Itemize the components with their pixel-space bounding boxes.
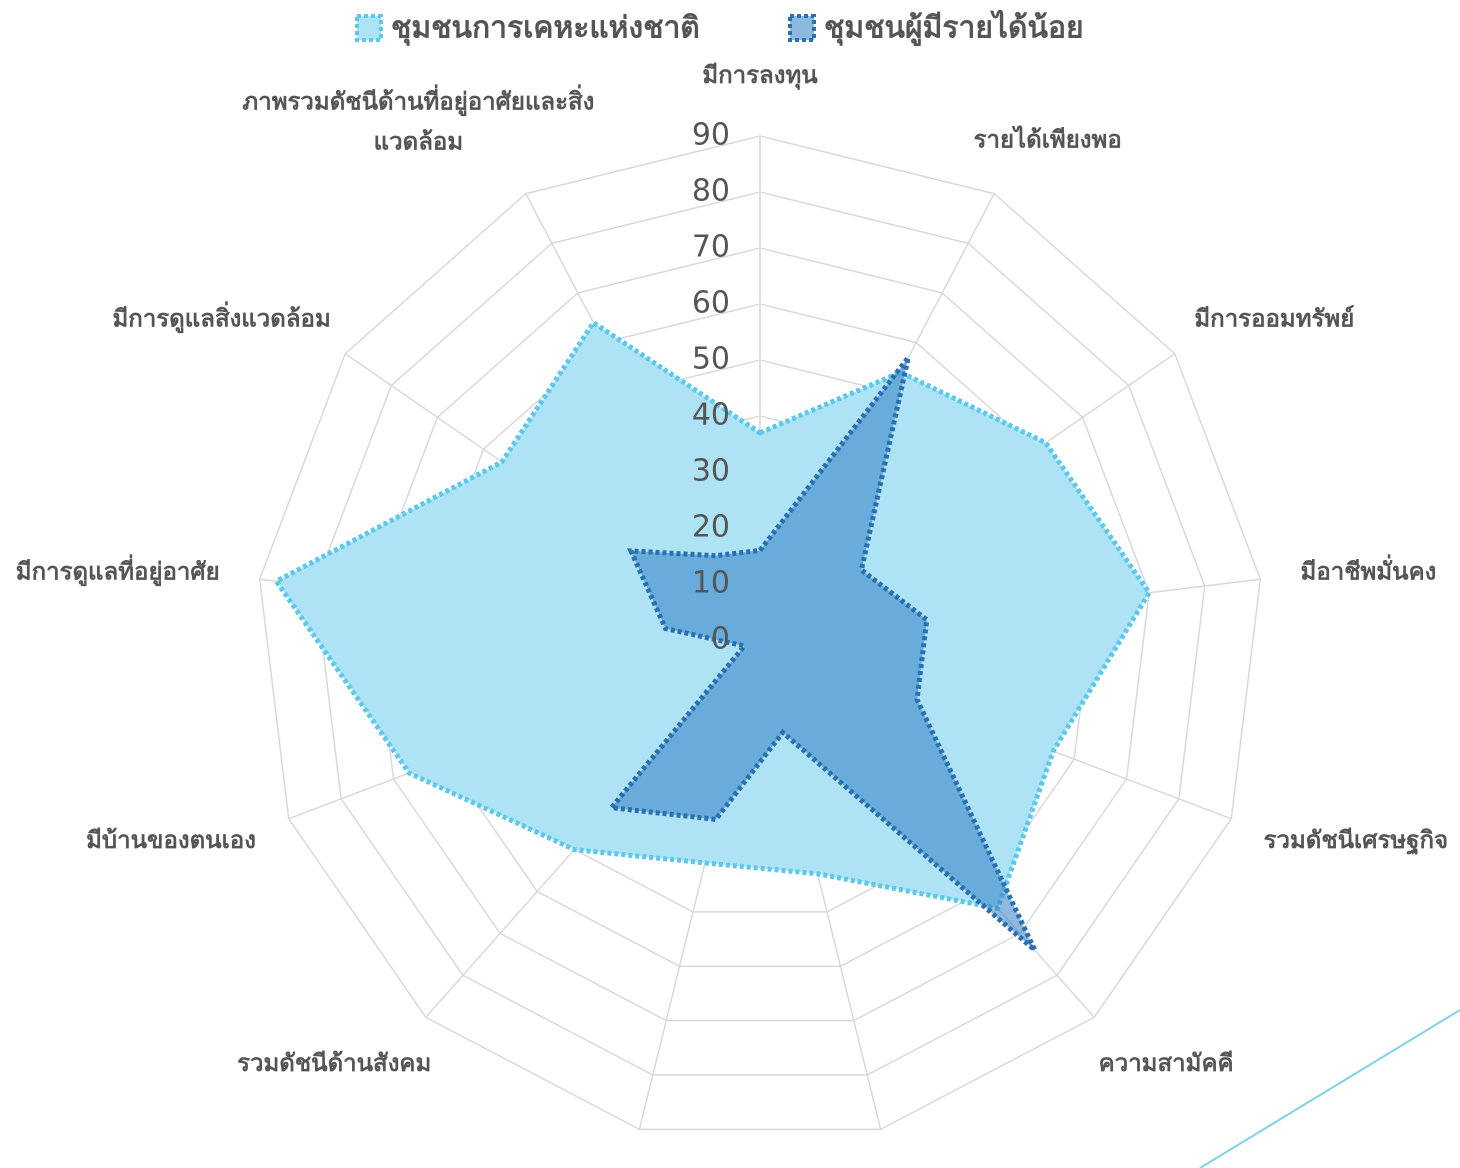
category-label: มีอาชีพมั่นคง [1300, 557, 1437, 586]
legend-item: ชุมชนการเคหะแห่งชาติ [355, 11, 700, 47]
category-label: รวมดัชนีเศรษฐกิจ [1263, 826, 1449, 855]
category-label: รวมดัชนีด้านสังคม [237, 1048, 432, 1077]
category-label: มีบ้านของตนเอง [86, 826, 256, 855]
r-tick-label: 50 [692, 342, 730, 377]
legend-swatch [355, 14, 383, 42]
category-label: ภาพรวมดัชนีด้านที่อยู่อาศัยและสิ่งแวดล้อ… [242, 88, 595, 157]
series-area [606, 355, 1038, 953]
legend-label: ชุมชนการเคหะแห่งชาติ [391, 11, 700, 47]
r-tick-label: 70 [692, 230, 730, 265]
legend-swatch [788, 14, 816, 42]
category-label: มีการดูแลที่อยู่อาศัย [15, 557, 220, 586]
decoration [1199, 1009, 1460, 1168]
category-label: ความสามัคคี [1098, 1048, 1234, 1077]
category-label: มีการดูแลสิ่งแวดล้อม [112, 305, 331, 334]
r-tick-label: 20 [692, 510, 730, 545]
r-tick-label: 90 [692, 118, 730, 153]
r-tick-label: 0 [711, 622, 730, 657]
category-label: มีการออมทรัพย์ [1194, 305, 1355, 334]
r-tick-label: 10 [692, 566, 730, 601]
legend-label: ชุมชนผู้มีรายได้น้อย [824, 10, 1084, 47]
r-tick-label: 60 [692, 286, 730, 321]
r-tick-label: 40 [692, 398, 730, 433]
grid-ring [314, 191, 1206, 1076]
r-tick-label: 80 [692, 174, 730, 209]
category-label: รายได้เพียงพอ [973, 125, 1122, 154]
category-label: มีการลงทุน [702, 61, 818, 89]
legend-item: ชุมชนผู้มีรายได้น้อย [788, 10, 1084, 47]
r-tick-label: 30 [692, 454, 730, 489]
grid-ring [370, 247, 1150, 1022]
grid-ring [258, 135, 1262, 1131]
